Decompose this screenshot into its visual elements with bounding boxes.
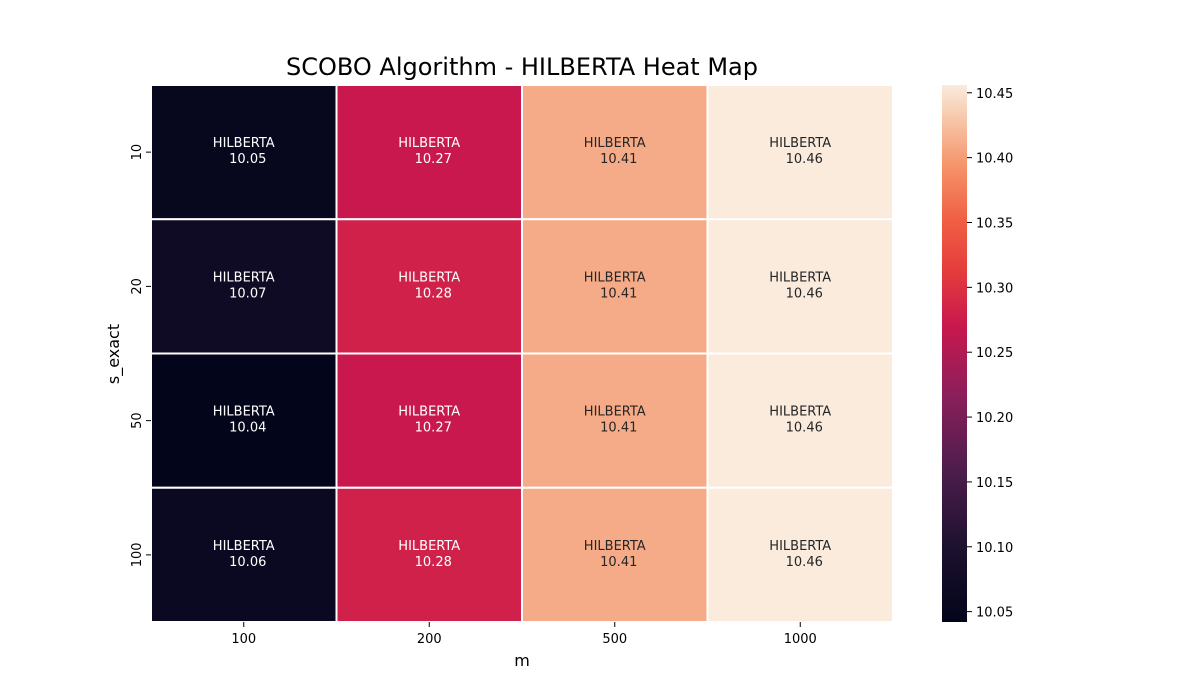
colorbar-tick-label-5: 10.30 xyxy=(976,281,1013,296)
heatmap-cell-r3-c0 xyxy=(150,486,338,623)
cell-label-prefix-r3-c0: HILBERTA xyxy=(213,539,275,554)
cell-value-r2-c3: 10.46 xyxy=(786,421,823,436)
x-tick-label-3: 1000 xyxy=(784,632,817,647)
cell-label-prefix-r1-c0: HILBERTA xyxy=(213,270,275,285)
cell-value-r1-c2: 10.41 xyxy=(600,286,637,301)
cell-value-r1-c1: 10.28 xyxy=(415,286,452,301)
heatmap-cell-r0-c1 xyxy=(335,84,523,221)
colorbar-tick-label-1: 10.10 xyxy=(976,541,1013,556)
heatmap-cell-r3-c1 xyxy=(335,486,523,623)
y-tick-label-2: 50 xyxy=(130,412,145,429)
colorbar-tick-label-4: 10.25 xyxy=(976,346,1013,361)
cell-label-prefix-r2-c0: HILBERTA xyxy=(213,405,275,420)
cell-label-prefix-r0-c3: HILBERTA xyxy=(769,136,831,151)
cell-label-prefix-r1-c2: HILBERTA xyxy=(584,270,646,285)
y-axis-ticks: 10 20 50 100 xyxy=(130,144,151,567)
heatmap-cell-labels: HILBERTA10.05HILBERTA10.27HILBERTA10.41H… xyxy=(213,136,832,570)
cell-value-r0-c1: 10.27 xyxy=(415,152,452,167)
cell-label-prefix-r0-c2: HILBERTA xyxy=(584,136,646,151)
cell-label-prefix-r2-c1: HILBERTA xyxy=(398,405,460,420)
heatmap-cells xyxy=(150,84,894,623)
cell-value-r1-c0: 10.07 xyxy=(229,286,266,301)
colorbar-ticks: 10.05 10.10 10.15 10.20 10.25 10.30 10.35 10.40… xyxy=(967,87,1013,621)
heatmap-cell-r0-c0 xyxy=(150,84,338,221)
heatmap-cell-r1-c3 xyxy=(706,218,894,355)
y-tick-label-0: 10 xyxy=(130,144,145,161)
cell-label-prefix-r1-c1: HILBERTA xyxy=(398,270,460,285)
x-axis-ticks: 100 200 500 1000 xyxy=(231,622,817,647)
cell-value-r3-c0: 10.06 xyxy=(229,555,266,570)
colorbar-tick-label-3: 10.20 xyxy=(976,411,1013,426)
cell-label-prefix-r3-c3: HILBERTA xyxy=(769,539,831,554)
heatmap-cell-r0-c3 xyxy=(706,84,894,221)
x-tick-label-0: 100 xyxy=(231,632,256,647)
cell-value-r2-c2: 10.41 xyxy=(600,421,637,436)
colorbar-tick-label-8: 10.45 xyxy=(976,87,1013,102)
cell-value-r0-c2: 10.41 xyxy=(600,152,637,167)
y-axis-label: s_exact xyxy=(104,324,124,384)
cell-value-r2-c1: 10.27 xyxy=(415,421,452,436)
colorbar-tick-label-7: 10.40 xyxy=(976,152,1013,167)
y-tick-label-3: 100 xyxy=(130,542,145,567)
heatmap-cell-r1-c0 xyxy=(150,218,338,355)
x-axis-label: m xyxy=(514,651,530,670)
cell-value-r0-c0: 10.05 xyxy=(229,152,266,167)
heatmap-cell-r1-c1 xyxy=(335,218,523,355)
cell-value-r0-c3: 10.46 xyxy=(786,152,823,167)
colorbar xyxy=(942,85,967,622)
cell-value-r2-c0: 10.04 xyxy=(229,421,266,436)
cell-label-prefix-r0-c0: HILBERTA xyxy=(213,136,275,151)
cell-value-r1-c3: 10.46 xyxy=(786,286,823,301)
heatmap-cell-r2-c1 xyxy=(335,352,523,489)
cell-label-prefix-r3-c1: HILBERTA xyxy=(398,539,460,554)
heatmap-cell-r0-c2 xyxy=(521,84,709,221)
x-tick-label-2: 500 xyxy=(602,632,627,647)
cell-label-prefix-r0-c1: HILBERTA xyxy=(398,136,460,151)
cell-value-r3-c3: 10.46 xyxy=(786,555,823,570)
colorbar-tick-label-0: 10.05 xyxy=(976,606,1013,621)
x-tick-label-1: 200 xyxy=(417,632,442,647)
colorbar-tick-label-6: 10.35 xyxy=(976,216,1013,231)
cell-value-r3-c2: 10.41 xyxy=(600,555,637,570)
cell-label-prefix-r1-c3: HILBERTA xyxy=(769,270,831,285)
cell-label-prefix-r2-c3: HILBERTA xyxy=(769,405,831,420)
cell-label-prefix-r3-c2: HILBERTA xyxy=(584,539,646,554)
heatmap-cell-r3-c3 xyxy=(706,486,894,623)
cell-label-prefix-r2-c2: HILBERTA xyxy=(584,405,646,420)
y-tick-label-1: 20 xyxy=(130,278,145,295)
chart-title: SCOBO Algorithm - HILBERTA Heat Map xyxy=(286,53,758,81)
cell-value-r3-c1: 10.28 xyxy=(415,555,452,570)
colorbar-tick-label-2: 10.15 xyxy=(976,476,1013,491)
heatmap-cell-r2-c3 xyxy=(706,352,894,489)
